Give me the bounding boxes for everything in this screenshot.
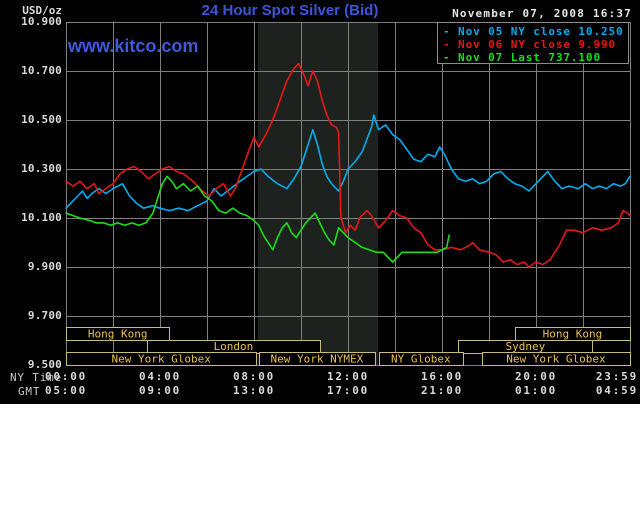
session-label: New York Globex [112, 353, 212, 366]
y-tick-label: 10.500 [21, 113, 62, 126]
x-tick-label: 00:00 [44, 370, 88, 383]
session-label: Hong Kong [543, 327, 603, 340]
y-tick-label: 9.900 [27, 260, 62, 273]
x-tick-label: 04:00 [138, 370, 182, 383]
x-tick-label: 23:59 [595, 370, 638, 383]
session-label: NY Globex [391, 353, 451, 366]
ny-time-axis-caption: NY Time [10, 371, 62, 384]
price-line-nov-06 [65, 62, 631, 268]
y-tick-label: 10.100 [21, 211, 62, 224]
kitco-watermark: www.kitco.com [68, 36, 199, 56]
y-tick-label: 10.700 [21, 64, 62, 77]
x-tick-label: 01:00 [514, 384, 558, 397]
y-tick-label: 10.300 [21, 162, 62, 175]
x-tick-label: 16:00 [420, 370, 464, 383]
x-tick-label: 08:00 [232, 370, 276, 383]
session-box [66, 352, 257, 366]
legend-item-nov05: - Nov 05 NY close 10.250 [443, 25, 624, 38]
y-axis-unit-label: USD/oz [22, 4, 62, 17]
session-box [379, 352, 464, 366]
legend-item-nov06: - Nov 06 NY close 9.990 [443, 38, 617, 51]
y-tick-label: 9.500 [27, 358, 62, 371]
session-label: New York Globex [506, 353, 606, 366]
x-tick-label: 09:00 [138, 384, 182, 397]
y-tick-label: 10.900 [21, 15, 62, 28]
x-tick-label: 17:00 [326, 384, 370, 397]
nymex-shaded-region [257, 22, 379, 365]
price-line-nov-07 [65, 175, 450, 263]
gmt-axis-caption: GMT [18, 385, 41, 398]
session-label: Hong Kong [88, 327, 148, 340]
legend: - Nov 05 NY close 10.250 - Nov 06 NY clo… [437, 22, 629, 64]
x-tick-label: 05:00 [44, 384, 88, 397]
chart-datetime: November 07, 2008 16:37 [452, 7, 632, 20]
x-tick-label: 21:00 [420, 384, 464, 397]
session-box [482, 352, 631, 366]
session-box [259, 352, 376, 366]
session-label: New York NYMEX [271, 353, 364, 366]
session-label: London [214, 340, 254, 353]
x-tick-label: 04:59 [595, 384, 638, 397]
legend-item-nov07: - Nov 07 Last 737.100 [443, 51, 601, 64]
session-box [66, 327, 170, 341]
session-label: Sydney [506, 340, 546, 353]
x-tick-label: 12:00 [326, 370, 370, 383]
chart-title: 24 Hour Spot Silver (Bid) [201, 2, 379, 19]
y-tick-label: 9.700 [27, 309, 62, 322]
chart-canvas: Hong Kong Hong Kong London Sydney New York G… [0, 0, 640, 404]
x-tick-label: 13:00 [232, 384, 276, 397]
x-tick-label: 20:00 [514, 370, 558, 383]
price-line-nov-05 [65, 114, 631, 212]
